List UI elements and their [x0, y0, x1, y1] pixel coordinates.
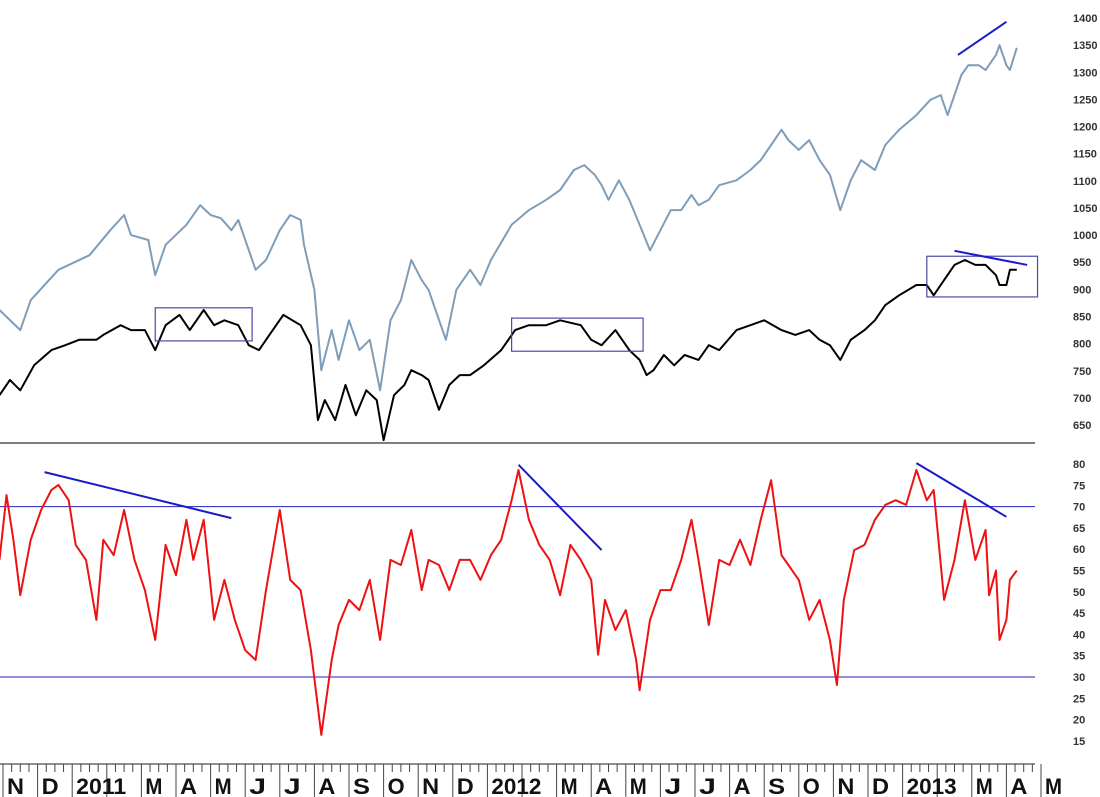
- y-tick-label: 75: [1073, 480, 1085, 492]
- annotation-box: [511, 317, 644, 352]
- trend-line: [44, 471, 232, 520]
- y-tick-label: 35: [1073, 651, 1085, 663]
- series-line-index-gray-: [0, 44, 1018, 392]
- y-tick-label: 950: [1073, 257, 1091, 269]
- x-tick-label: M: [1045, 774, 1062, 797]
- x-tick-label: 2011: [76, 774, 126, 797]
- x-tick-label: M: [630, 774, 647, 797]
- trend-line: [517, 464, 603, 551]
- y-tick-label: 30: [1073, 672, 1085, 684]
- y-tick-label: 1000: [1073, 230, 1097, 242]
- y-tick-label: 1250: [1073, 94, 1097, 106]
- x-tick-label: M: [561, 774, 578, 797]
- y-tick-label: 45: [1073, 608, 1085, 620]
- y-tick-label: 25: [1073, 693, 1085, 705]
- bottom-panel: 80 75 70 65 60 55 50 45 40 35 30 25 20 15: [0, 459, 1085, 748]
- series-line-oscillator-red-: [0, 469, 1018, 736]
- x-tick-label: N: [422, 774, 439, 797]
- annotation-box: [154, 307, 253, 342]
- x-tick-label: J: [664, 774, 681, 797]
- y-tick-label: 650: [1073, 420, 1091, 432]
- x-tick-label: A: [1010, 774, 1027, 797]
- y-tick-label: 20: [1073, 715, 1085, 727]
- y-tick-label: 1300: [1073, 67, 1097, 79]
- x-tick-label: A: [180, 774, 197, 797]
- y-tick-label: 15: [1073, 736, 1085, 748]
- y-tick-label: 40: [1073, 629, 1085, 641]
- y-tick-label: 1100: [1073, 176, 1097, 188]
- trend-line: [957, 20, 1007, 56]
- x-tick-label: M: [145, 774, 162, 797]
- y-tick-label: 700: [1073, 393, 1091, 405]
- annotation-box: [926, 255, 1039, 298]
- x-tick-label: A: [595, 774, 612, 797]
- y-tick-label: 750: [1073, 366, 1091, 378]
- x-tick-label: N: [7, 774, 24, 797]
- x-tick-label: N: [837, 774, 854, 797]
- x-tick-label: A: [734, 774, 751, 797]
- y-tick-label: 50: [1073, 587, 1085, 599]
- y-tick-label: 1050: [1073, 203, 1097, 215]
- y-tick-label: 1200: [1073, 122, 1097, 134]
- x-tick-label: 2012: [491, 774, 541, 797]
- x-tick-label: 2013: [907, 774, 957, 797]
- y-tick-label: 1400: [1073, 13, 1097, 25]
- trend-line: [954, 249, 1028, 266]
- top-panel: 1400 1350 1300 1250 1200 1150 1100 1050 1000 950 9…: [0, 13, 1097, 442]
- series-line-index-black-: [0, 259, 1017, 442]
- y-tick-label: 900: [1073, 284, 1091, 296]
- y-tick-label: 800: [1073, 339, 1091, 351]
- x-tick-label: S: [353, 774, 370, 797]
- x-tick-label: J: [699, 774, 716, 797]
- x-tick-label: A: [318, 774, 335, 797]
- x-axis: N D 2011 M A M J J A S O N D 2012 M A M J J A S O N D 2013 M A M: [0, 763, 1062, 797]
- x-tick-label: O: [388, 774, 405, 797]
- x-tick-label: J: [284, 774, 301, 797]
- y-tick-label: 60: [1073, 544, 1085, 556]
- x-tick-label: M: [976, 774, 993, 797]
- x-tick-label: J: [249, 774, 266, 797]
- y-tick-label: 1150: [1073, 149, 1097, 161]
- x-tick-label: M: [215, 774, 232, 797]
- x-tick-label: O: [803, 774, 820, 797]
- x-tick-label: S: [768, 774, 785, 797]
- x-tick-label: D: [872, 774, 889, 797]
- x-tick-label: D: [457, 774, 474, 797]
- y-tick-label: 70: [1073, 502, 1085, 514]
- y-tick-label: 1350: [1073, 40, 1097, 52]
- y-tick-label: 65: [1073, 523, 1085, 535]
- y-tick-label: 55: [1073, 566, 1085, 578]
- trend-line: [915, 462, 1007, 518]
- y-tick-label: 850: [1073, 311, 1091, 323]
- x-tick-label: D: [42, 774, 59, 797]
- y-tick-label: 80: [1073, 459, 1085, 471]
